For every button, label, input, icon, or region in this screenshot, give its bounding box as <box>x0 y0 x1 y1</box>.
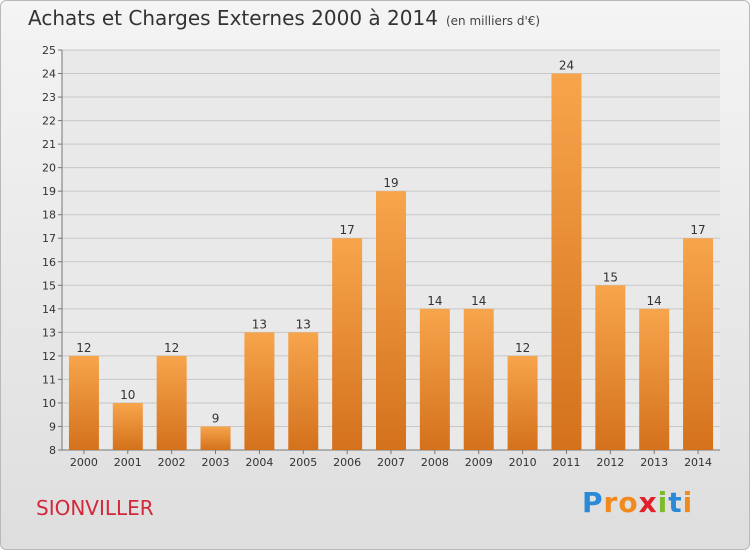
bar-2007 <box>376 191 406 451</box>
x-tick-label: 2014 <box>684 456 712 469</box>
bar-value-label: 24 <box>559 59 574 73</box>
y-tick-label: 18 <box>42 209 56 222</box>
y-tick-label: 23 <box>42 91 56 104</box>
bar-2001 <box>112 402 143 450</box>
x-tick-label: 2001 <box>114 456 142 469</box>
bar-value-label: 17 <box>690 223 705 237</box>
y-tick-label: 25 <box>42 44 56 57</box>
logo-letter: t <box>668 486 683 519</box>
bar-2004 <box>244 332 275 450</box>
bar-2009 <box>463 308 494 450</box>
bar-value-label: 19 <box>383 176 398 190</box>
y-tick-label: 19 <box>42 185 56 198</box>
bar-value-label: 12 <box>515 341 530 355</box>
x-tick-label: 2008 <box>421 456 449 469</box>
bar-value-label: 14 <box>427 294 442 308</box>
y-tick-label: 11 <box>42 373 56 386</box>
bar-value-label: 10 <box>120 388 135 402</box>
bar-value-label: 12 <box>164 341 179 355</box>
bar-2010 <box>507 355 538 450</box>
y-tick-label: 21 <box>42 138 56 151</box>
bar-2003 <box>200 426 231 450</box>
bar-value-label: 9 <box>212 411 220 425</box>
y-tick-label: 14 <box>42 303 56 316</box>
x-tick-label: 2009 <box>465 456 493 469</box>
logo-letter: x <box>638 486 658 519</box>
y-tick-label: 20 <box>42 162 56 175</box>
x-tick-label: 2013 <box>640 456 668 469</box>
bar-2013 <box>639 308 670 450</box>
logo-letter: r <box>603 486 619 519</box>
y-tick-label: 8 <box>49 444 56 457</box>
y-tick-label: 17 <box>42 232 56 245</box>
x-tick-label: 2012 <box>596 456 624 469</box>
chart-unit-note: (en milliers d'€) <box>445 14 541 28</box>
bar-2012 <box>595 285 626 450</box>
proxiti-logo[interactable]: Proxiti <box>582 486 693 519</box>
x-tick-label: 2006 <box>333 456 361 469</box>
logo-letter: o <box>618 486 639 519</box>
bar-2014 <box>683 238 714 450</box>
x-tick-label: 2003 <box>202 456 230 469</box>
x-tick-label: 2007 <box>377 456 405 469</box>
y-tick-label: 12 <box>42 350 56 363</box>
bar-value-label: 12 <box>76 341 91 355</box>
bar-value-label: 13 <box>252 317 267 331</box>
bar-2000 <box>68 355 99 450</box>
y-tick-label: 24 <box>42 68 56 81</box>
y-tick-label: 9 <box>49 420 56 433</box>
bar-value-label: 17 <box>339 223 354 237</box>
bar-2005 <box>288 332 319 450</box>
y-tick-label: 10 <box>42 397 56 410</box>
y-tick-label: 15 <box>42 279 56 292</box>
x-tick-label: 2004 <box>245 456 273 469</box>
chart-title-text: Achats et Charges Externes 2000 à 2014 <box>28 6 438 30</box>
x-tick-label: 2010 <box>509 456 537 469</box>
x-tick-label: 2002 <box>158 456 186 469</box>
y-tick-label: 13 <box>42 326 56 339</box>
logo-letter: i <box>657 486 669 519</box>
x-tick-label: 2000 <box>70 456 98 469</box>
logo-letter: i <box>682 486 694 519</box>
bar-value-label: 13 <box>296 317 311 331</box>
bar-2008 <box>419 308 450 450</box>
y-tick-label: 16 <box>42 256 56 269</box>
bar-value-label: 15 <box>603 270 618 284</box>
bar-2011 <box>551 73 582 450</box>
bar-2002 <box>156 355 187 450</box>
y-tick-label: 22 <box>42 115 56 128</box>
logo-letter: P <box>582 486 604 519</box>
chart-title: Achats et Charges Externes 2000 à 2014 (e… <box>28 6 540 30</box>
x-tick-label: 2005 <box>289 456 317 469</box>
bar-2006 <box>332 238 363 450</box>
bar-value-label: 14 <box>471 294 486 308</box>
x-tick-label: 2011 <box>552 456 580 469</box>
commune-name: SIONVILLER <box>36 496 154 520</box>
bar-value-label: 14 <box>647 294 662 308</box>
